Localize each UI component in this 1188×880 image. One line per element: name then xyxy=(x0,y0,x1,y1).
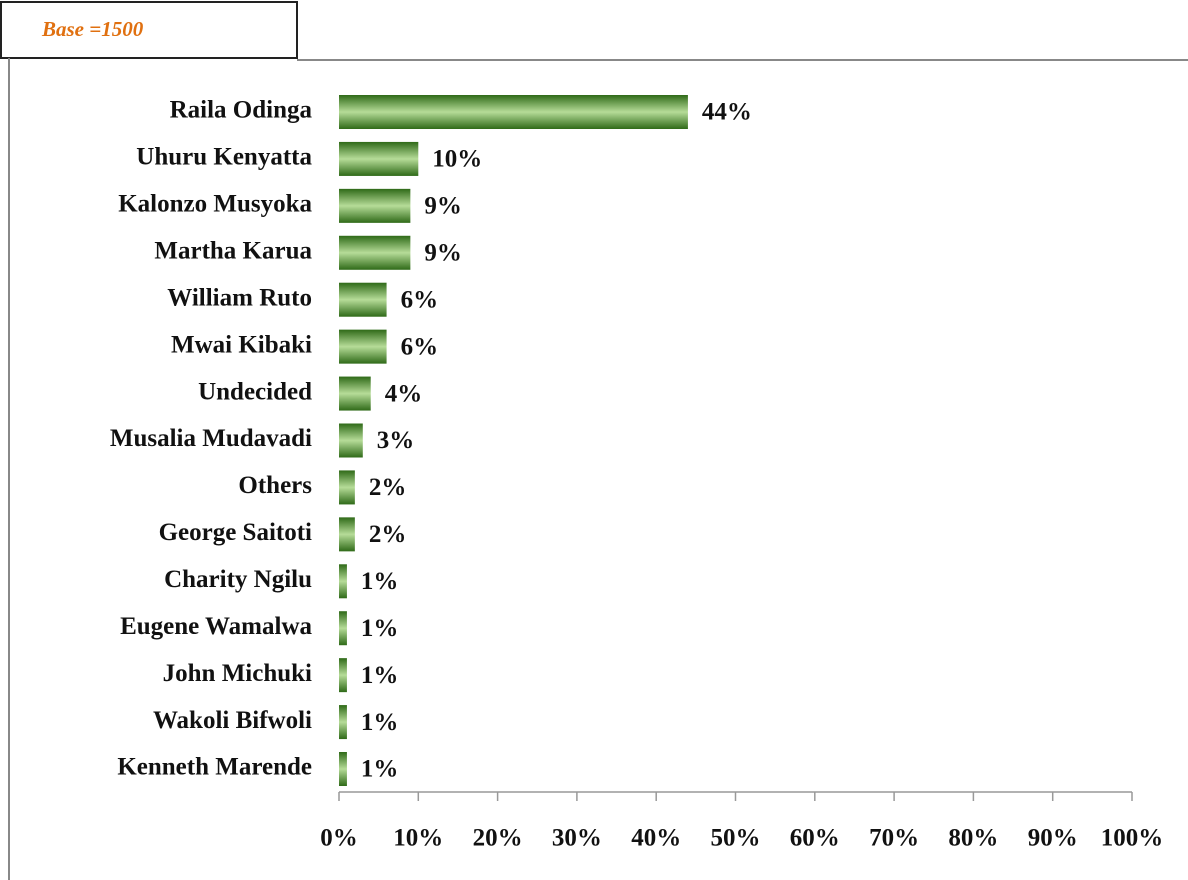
bar xyxy=(339,470,355,505)
value-label: 10% xyxy=(432,146,482,173)
value-label: 3% xyxy=(377,427,415,454)
value-label: 1% xyxy=(361,615,399,642)
bar xyxy=(339,752,347,786)
value-label: 9% xyxy=(424,193,462,220)
y-tick-label: Martha Karua xyxy=(154,238,312,265)
annotation-box xyxy=(0,1,298,59)
x-tick-label: 0% xyxy=(320,825,358,852)
y-tick-label: Uhuru Kenyatta xyxy=(136,144,312,171)
value-label: 1% xyxy=(361,709,399,736)
bar xyxy=(339,95,688,129)
x-tick-label: 30% xyxy=(552,825,602,852)
y-tick-label: Musalia Mudavadi xyxy=(110,425,312,452)
value-label: 44% xyxy=(702,99,752,126)
value-label: 1% xyxy=(361,568,399,595)
y-tick-label: Raila Odinga xyxy=(170,97,313,124)
x-tick-label: 10% xyxy=(393,825,443,852)
bar xyxy=(339,517,355,552)
y-tick-label: Eugene Wamalwa xyxy=(120,613,312,640)
y-tick-label: Undecided xyxy=(198,378,312,405)
y-tick-label: Others xyxy=(238,472,312,499)
bar xyxy=(339,188,411,223)
x-tick-label: 100% xyxy=(1101,825,1164,852)
value-label: 6% xyxy=(401,333,439,360)
y-tick-label: George Saitoti xyxy=(159,519,312,546)
bar xyxy=(339,705,347,740)
bar xyxy=(339,423,363,458)
y-tick-label: Kenneth Marende xyxy=(117,754,312,781)
x-tick-label: 60% xyxy=(790,825,840,852)
x-tick-label: 80% xyxy=(948,825,998,852)
bar xyxy=(339,376,371,411)
bar xyxy=(339,141,419,176)
value-label: 4% xyxy=(385,380,423,407)
bar xyxy=(339,235,411,270)
value-label: 1% xyxy=(361,662,399,689)
bar xyxy=(339,611,347,646)
y-tick-label: John Michuki xyxy=(163,660,312,687)
bar xyxy=(339,658,347,693)
y-tick-label: Wakoli Bifwoli xyxy=(153,707,312,734)
y-tick-label: Charity Ngilu xyxy=(164,566,312,593)
x-tick-label: 90% xyxy=(1028,825,1078,852)
value-label: 2% xyxy=(369,474,407,501)
x-tick-label: 70% xyxy=(869,825,919,852)
y-tick-label: William Ruto xyxy=(167,284,312,311)
annotation: Base =1500 xyxy=(41,17,144,41)
bar xyxy=(339,282,387,317)
value-label: 6% xyxy=(401,286,439,313)
bar xyxy=(339,564,347,599)
x-tick-label: 20% xyxy=(473,825,523,852)
value-label: 1% xyxy=(361,756,399,783)
x-tick-label: 40% xyxy=(631,825,681,852)
y-tick-label: Kalonzo Musyoka xyxy=(118,191,312,218)
value-label: 2% xyxy=(369,521,407,548)
y-tick-label: Mwai Kibaki xyxy=(171,331,312,358)
bar xyxy=(339,329,387,364)
value-label: 9% xyxy=(424,240,462,267)
x-tick-label: 50% xyxy=(711,825,761,852)
